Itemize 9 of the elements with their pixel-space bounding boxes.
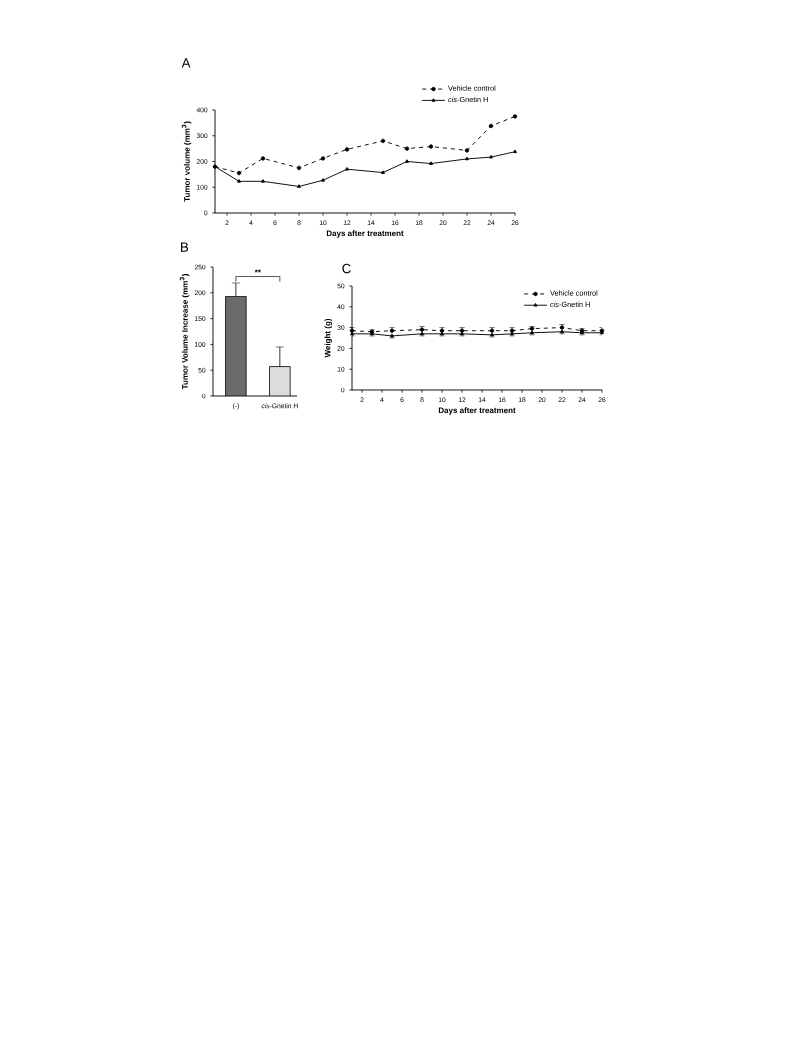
x-axis-title: Days after treatment [326, 230, 404, 238]
y-axis-title: Tumor Volume Increase (mm$^{3}$) [179, 274, 190, 390]
chart-title: B [181, 242, 189, 252]
y-axis-title: Tumor volume (mm$^{3}$) [181, 121, 192, 202]
annotation: ** [254, 269, 261, 273]
chart-title: C [342, 263, 351, 274]
chart-title: A [181, 58, 191, 68]
x-axis-title: Days after treatment [438, 407, 516, 415]
y-axis-title: Weight (g) [324, 318, 333, 358]
